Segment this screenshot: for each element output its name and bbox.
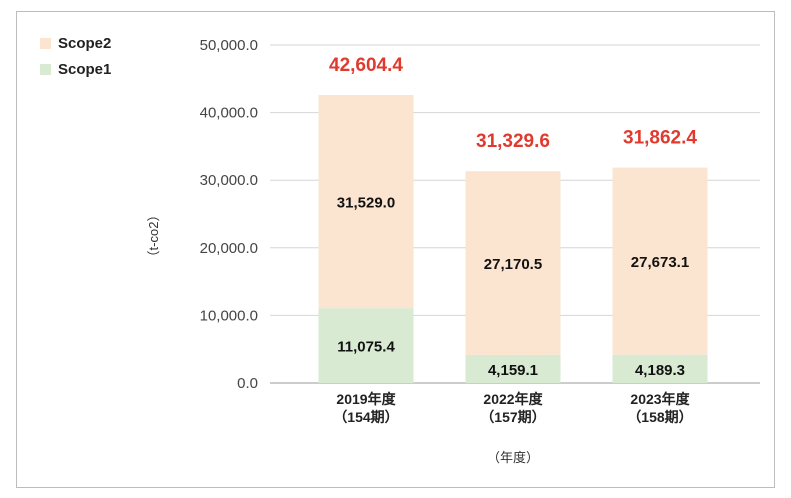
y-tick-label: 40,000.0 — [200, 105, 258, 122]
scope1-value-label: 4,189.3 — [635, 362, 685, 379]
bar-scope1 — [612, 354, 708, 383]
bar-scope2 — [318, 94, 414, 309]
y-axis-title: （t-co2） — [146, 209, 161, 264]
y-tick-label: 30,000.0 — [200, 172, 258, 189]
scope2-value-label: 27,170.5 — [484, 256, 542, 273]
y-tick-label: 10,000.0 — [200, 307, 258, 324]
x-category-labels: 2019年度 （154期） 2022年度 （157期） 2023年度 （158期） — [333, 391, 692, 425]
total-value-label: 31,329.6 — [476, 131, 550, 152]
bar-scope2 — [465, 171, 561, 355]
legend-swatch — [40, 64, 51, 75]
x-category-label: （154期） — [333, 409, 398, 425]
bar-scope1 — [318, 308, 414, 383]
total-value-label: 42,604.4 — [329, 55, 403, 76]
x-category-label: 2019年度 — [336, 391, 396, 407]
scope1-value-label: 11,075.4 — [337, 339, 395, 356]
legend-swatch — [40, 38, 51, 49]
bars: 11,075.4 31,529.0 42,604.4 4,159.1 27,170.5 3… — [318, 55, 708, 383]
scope2-value-label: 27,673.1 — [631, 254, 689, 271]
bar-scope1 — [465, 354, 561, 383]
bar-scope2 — [612, 167, 708, 355]
y-tick-label: 20,000.0 — [200, 240, 258, 257]
y-tick-labels: 0.0 10,000.0 20,000.0 30,000.0 40,000.0 50,00… — [200, 37, 258, 392]
legend-label: Scope1 — [58, 61, 111, 78]
x-category-label: 2022年度 — [483, 391, 543, 407]
scope2-value-label: 31,529.0 — [337, 195, 395, 212]
legend-label: Scope2 — [58, 35, 111, 52]
x-axis-title: （年度） — [487, 450, 539, 465]
x-category-label: 2023年度 — [630, 391, 690, 407]
scope1-value-label: 4,159.1 — [488, 362, 538, 379]
y-tick-label: 50,000.0 — [200, 37, 258, 54]
total-value-label: 31,862.4 — [623, 128, 697, 149]
x-category-label: （157期） — [480, 409, 545, 425]
y-tick-label: 0.0 — [237, 375, 258, 392]
x-category-label: （158期） — [627, 409, 692, 425]
legend: Scope2 Scope1 — [40, 35, 111, 78]
